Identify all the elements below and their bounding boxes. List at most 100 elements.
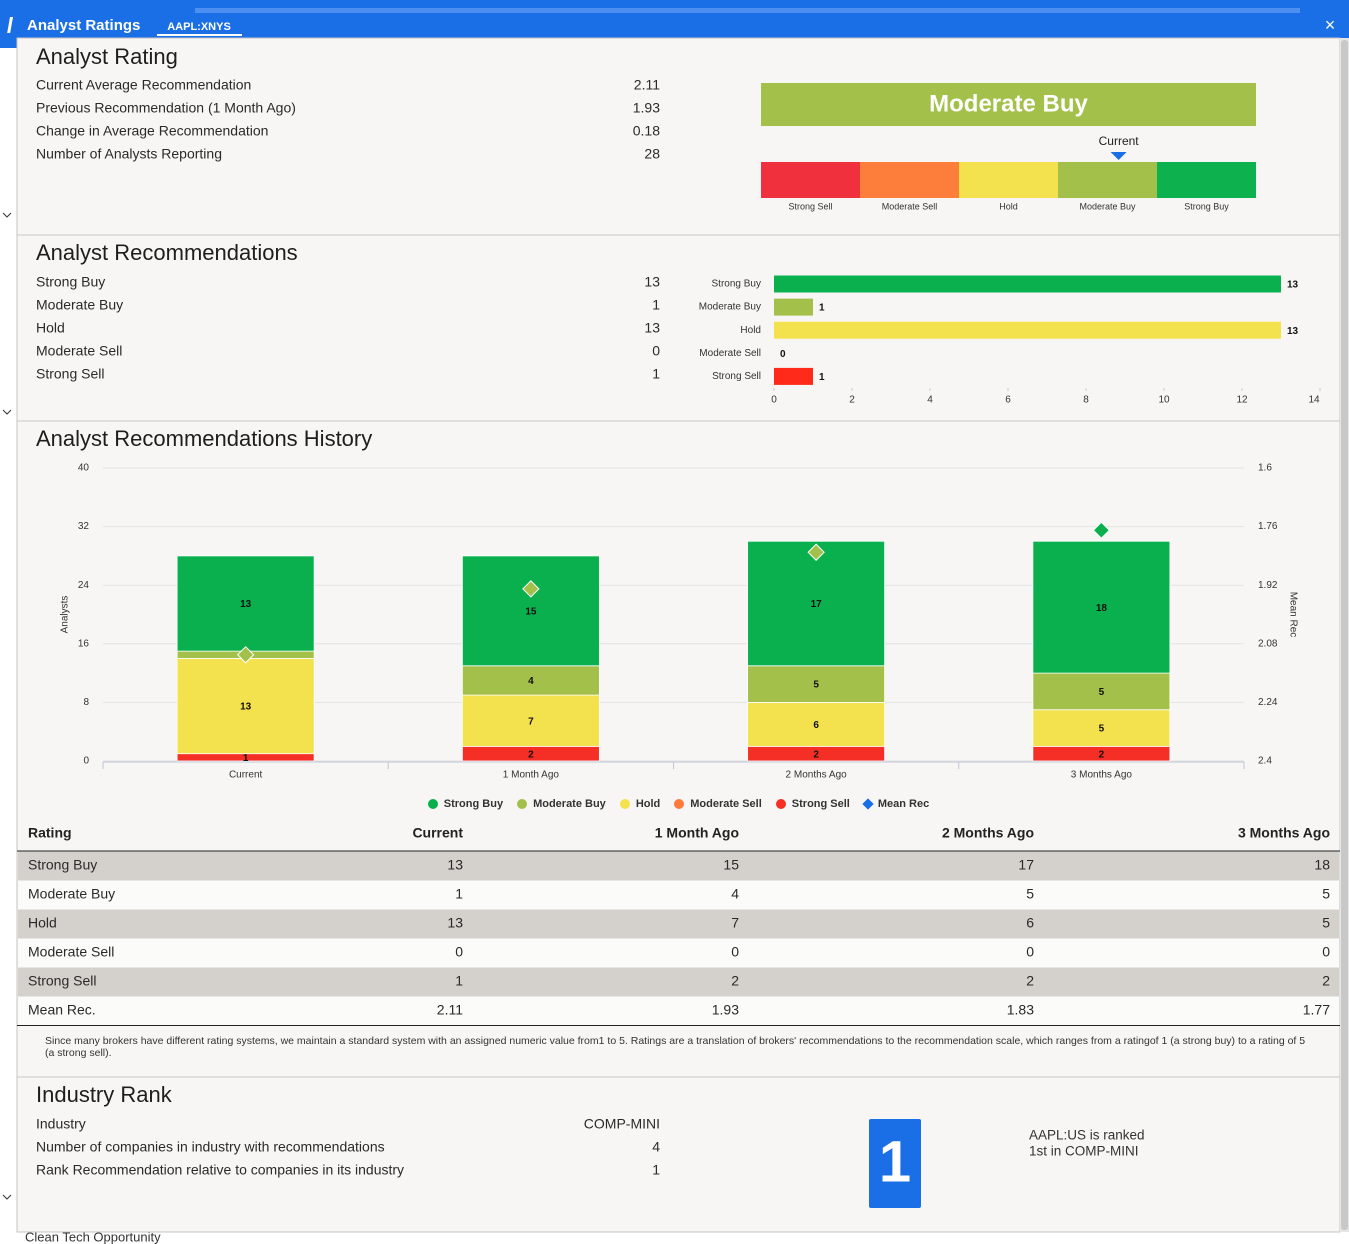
gauge-segment bbox=[761, 162, 860, 198]
row-value: 1 bbox=[652, 366, 660, 382]
data-label: 13 bbox=[1287, 280, 1299, 291]
data-label: 1 bbox=[819, 303, 825, 314]
row-value: 1.93 bbox=[633, 100, 660, 116]
y-tick-label: 8 bbox=[83, 697, 89, 708]
gauge-segment bbox=[1058, 162, 1157, 198]
legend-label: Strong Buy bbox=[443, 798, 504, 810]
mean-rec-point bbox=[807, 543, 825, 561]
data-label: 6 bbox=[813, 720, 819, 731]
table-header: Rating bbox=[28, 825, 72, 841]
row-value: 0.18 bbox=[633, 123, 660, 139]
gauge-segment-label: Strong Sell bbox=[788, 201, 832, 211]
y-tick-label: 0 bbox=[83, 756, 89, 767]
row-value: 0 bbox=[652, 343, 660, 359]
mean-rec-point bbox=[236, 646, 255, 664]
table-cell: 13 bbox=[447, 915, 463, 931]
row-value: 13 bbox=[644, 320, 660, 336]
gauge-segment bbox=[959, 162, 1058, 198]
y-tick-label: 16 bbox=[78, 638, 90, 649]
data-label: 1 bbox=[819, 372, 825, 383]
table-cell: 1 bbox=[455, 973, 463, 989]
table-cell: 1 bbox=[455, 886, 463, 902]
row-value: 1 bbox=[652, 297, 660, 313]
data-label: 13 bbox=[240, 702, 252, 713]
table-row bbox=[18, 851, 1339, 881]
bar bbox=[774, 275, 1281, 293]
bar-segment bbox=[747, 702, 886, 747]
legend-marker bbox=[775, 799, 786, 809]
y2-tick-label: 2.24 bbox=[1258, 697, 1278, 708]
gauge-segment-label: Moderate Buy bbox=[1079, 201, 1136, 211]
table-cell: 0 bbox=[1026, 944, 1034, 960]
row-label: Strong Buy bbox=[36, 274, 105, 290]
close-button[interactable]: × bbox=[1325, 15, 1336, 35]
bar-segment bbox=[747, 540, 886, 667]
y2-tick-label: 2.08 bbox=[1258, 638, 1278, 649]
section-title: Analyst Recommendations bbox=[36, 240, 298, 265]
table-row bbox=[18, 996, 1339, 1026]
bar bbox=[774, 367, 813, 385]
table-cell: 5 bbox=[1322, 915, 1330, 931]
legend: Strong Buy Moderate Buy Hold Moderate Sell S… bbox=[17, 796, 1340, 812]
data-label: 5 bbox=[1099, 687, 1105, 698]
data-label: 0 bbox=[780, 349, 786, 360]
window-title: Analyst Ratings bbox=[27, 17, 140, 34]
gauge-segment-label: Hold bbox=[999, 201, 1018, 211]
table-row bbox=[18, 909, 1339, 939]
row-value: COMP-MINI bbox=[584, 1116, 660, 1132]
rank-badge-box bbox=[869, 1119, 921, 1208]
row-value: 2.11 bbox=[634, 77, 660, 93]
gauge-marker-label: Current bbox=[1099, 134, 1140, 148]
table-cell: Strong Sell bbox=[28, 973, 96, 989]
y-tick-label: Moderate Sell bbox=[699, 348, 761, 359]
legend-label: Mean Rec bbox=[877, 798, 930, 810]
gauge-segment bbox=[1157, 162, 1256, 198]
gauge-marker bbox=[1110, 152, 1127, 160]
y2-tick-label: 2.4 bbox=[1258, 756, 1272, 767]
legend-item: Moderate Sell bbox=[674, 796, 762, 812]
row-label: Previous Recommendation (1 Month Ago) bbox=[36, 100, 296, 116]
table-cell: 2 bbox=[1026, 973, 1034, 989]
x-tick-label: 6 bbox=[1005, 395, 1011, 406]
legend-label: Strong Sell bbox=[791, 798, 850, 810]
table-cell: 13 bbox=[447, 857, 463, 873]
row-value: 4 bbox=[652, 1139, 660, 1155]
legend-marker bbox=[427, 799, 438, 809]
data-label: 5 bbox=[1099, 724, 1105, 735]
x-tick-label: 1 Month Ago bbox=[503, 770, 560, 781]
table-cell: 2.11 bbox=[437, 1002, 463, 1018]
rank-badge: 1 bbox=[879, 1129, 911, 1194]
legend-label: Moderate Sell bbox=[690, 798, 762, 810]
data-label: 2 bbox=[528, 749, 534, 760]
x-tick-label: 10 bbox=[1158, 395, 1170, 406]
table-header: 3 Months Ago bbox=[1238, 825, 1330, 841]
bar-segment bbox=[461, 694, 600, 747]
y-tick-label: Strong Sell bbox=[712, 371, 761, 382]
y2-tick-label: 1.92 bbox=[1258, 580, 1278, 591]
bar-segment bbox=[747, 665, 886, 703]
table-cell: 0 bbox=[455, 944, 463, 960]
data-label: 13 bbox=[240, 599, 252, 610]
tab[interactable]: AAPL:XNYS bbox=[167, 21, 231, 33]
x-tick-label: 3 Months Ago bbox=[1071, 770, 1133, 781]
data-label: 7 bbox=[528, 716, 534, 727]
row-value: 28 bbox=[644, 146, 660, 162]
bar-segment bbox=[176, 555, 315, 652]
section-title: Industry Rank bbox=[36, 1082, 173, 1107]
data-label: 4 bbox=[528, 676, 534, 687]
table-header: Current bbox=[412, 825, 463, 841]
table-row bbox=[18, 938, 1339, 968]
legend-item: Mean Rec bbox=[862, 796, 930, 812]
data-label: 5 bbox=[813, 680, 819, 691]
row-label: Strong Sell bbox=[36, 366, 104, 382]
scrollbar-thumb[interactable] bbox=[1341, 40, 1348, 1230]
tab-underline bbox=[157, 34, 242, 36]
table-cell: 1.93 bbox=[712, 1002, 739, 1018]
table-cell: 0 bbox=[1322, 944, 1330, 960]
gauge-banner bbox=[761, 83, 1256, 126]
y2-axis-label: Mean Rec bbox=[1287, 592, 1298, 638]
x-tick-label: 2 Months Ago bbox=[786, 770, 848, 781]
table-cell: Hold bbox=[28, 915, 57, 931]
x-tick-label: 2 bbox=[849, 395, 855, 406]
bar-segment bbox=[1032, 709, 1171, 747]
